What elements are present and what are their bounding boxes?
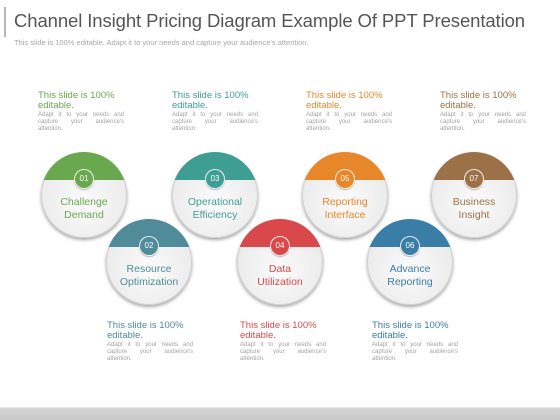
node-label-line2: Utilization (257, 276, 303, 289)
note-body: Adapt it to your needs and capture your … (240, 341, 326, 362)
note-lead: This slide is 100% editable. (372, 320, 449, 342)
node-label-line1: Advance (389, 263, 431, 275)
node-label-line2: Optimization (119, 276, 179, 289)
note-body: Adapt it to your needs and capture your … (38, 111, 124, 132)
note-body: Adapt it to your needs and capture your … (372, 341, 458, 362)
node-label: Operational Efficiency (176, 196, 254, 222)
note-bottom-2: This slide is 100% editable. Adapt it to… (240, 320, 326, 363)
node-number-badge: 01 (74, 169, 94, 189)
note-lead: This slide is 100% editable. (107, 320, 184, 342)
note-bottom-1: This slide is 100% editable. Adapt it to… (107, 320, 193, 363)
footer-bar (0, 407, 560, 420)
note-lead: This slide is 100% editable. (306, 90, 383, 112)
note-body: Adapt it to your needs and capture your … (107, 341, 193, 362)
node-label: Data Utilization (241, 263, 319, 289)
node-label-line2: Reporting (387, 276, 433, 289)
node-label: Reporting Interface (306, 196, 384, 222)
note-top-4: This slide is 100% editable. Adapt it to… (440, 90, 526, 133)
node-label-line2: Demand (64, 209, 104, 222)
node-number-badge: 04 (270, 236, 290, 256)
note-bottom-3: This slide is 100% editable. Adapt it to… (372, 320, 458, 363)
node-01-challenge-demand: 01 Challenge Demand (41, 152, 127, 238)
node-label-line1: Business (452, 196, 496, 208)
node-06-advance-reporting: 06 Advance Reporting (367, 219, 453, 305)
node-number-badge: 05 (335, 169, 355, 189)
node-label-line2: Insight (458, 209, 490, 222)
node-number-badge: 03 (205, 169, 225, 189)
node-07-business-insight: 07 Business Insight (431, 152, 517, 238)
note-lead: This slide is 100% editable. (38, 90, 115, 112)
node-label-line1: Operational (187, 196, 243, 208)
node-label-line1: Challenge (60, 196, 108, 208)
node-number-badge: 06 (400, 236, 420, 256)
note-lead: This slide is 100% editable. (440, 90, 517, 112)
note-top-1: This slide is 100% editable. Adapt it to… (38, 90, 124, 133)
node-label-line1: Reporting (322, 196, 368, 208)
node-04-data-utilization: 04 Data Utilization (237, 219, 323, 305)
title-accent-bar (4, 7, 6, 37)
node-label: Business Insight (435, 196, 513, 222)
node-02-resource-optimization: 02 Resource Optimization (106, 219, 192, 305)
note-body: Adapt it to your needs and capture your … (306, 111, 392, 132)
node-label: Challenge Demand (45, 196, 123, 222)
node-label: Advance Reporting (371, 263, 449, 289)
note-lead: This slide is 100% editable. (172, 90, 249, 112)
node-label-line2: Interface (324, 209, 366, 222)
node-05-reporting-interface: 05 Reporting Interface (302, 152, 388, 238)
node-number-badge: 07 (464, 169, 484, 189)
note-top-3: This slide is 100% editable. Adapt it to… (306, 90, 392, 133)
note-top-2: This slide is 100% editable. Adapt it to… (172, 90, 258, 133)
node-label-line2: Efficiency (192, 209, 238, 222)
node-label: Resource Optimization (110, 263, 188, 289)
note-lead: This slide is 100% editable. (240, 320, 317, 342)
note-body: Adapt it to your needs and capture your … (440, 111, 526, 132)
node-label-line1: Data (268, 263, 292, 275)
slide-subtitle: This slide is 100% editable. Adapt it to… (14, 38, 309, 47)
slide-title: Channel Insight Pricing Diagram Example … (14, 10, 525, 31)
node-label-line1: Resource (126, 263, 172, 275)
note-body: Adapt it to your needs and capture your … (172, 111, 258, 132)
node-03-operational-efficiency: 03 Operational Efficiency (172, 152, 258, 238)
node-number-badge: 02 (139, 236, 159, 256)
